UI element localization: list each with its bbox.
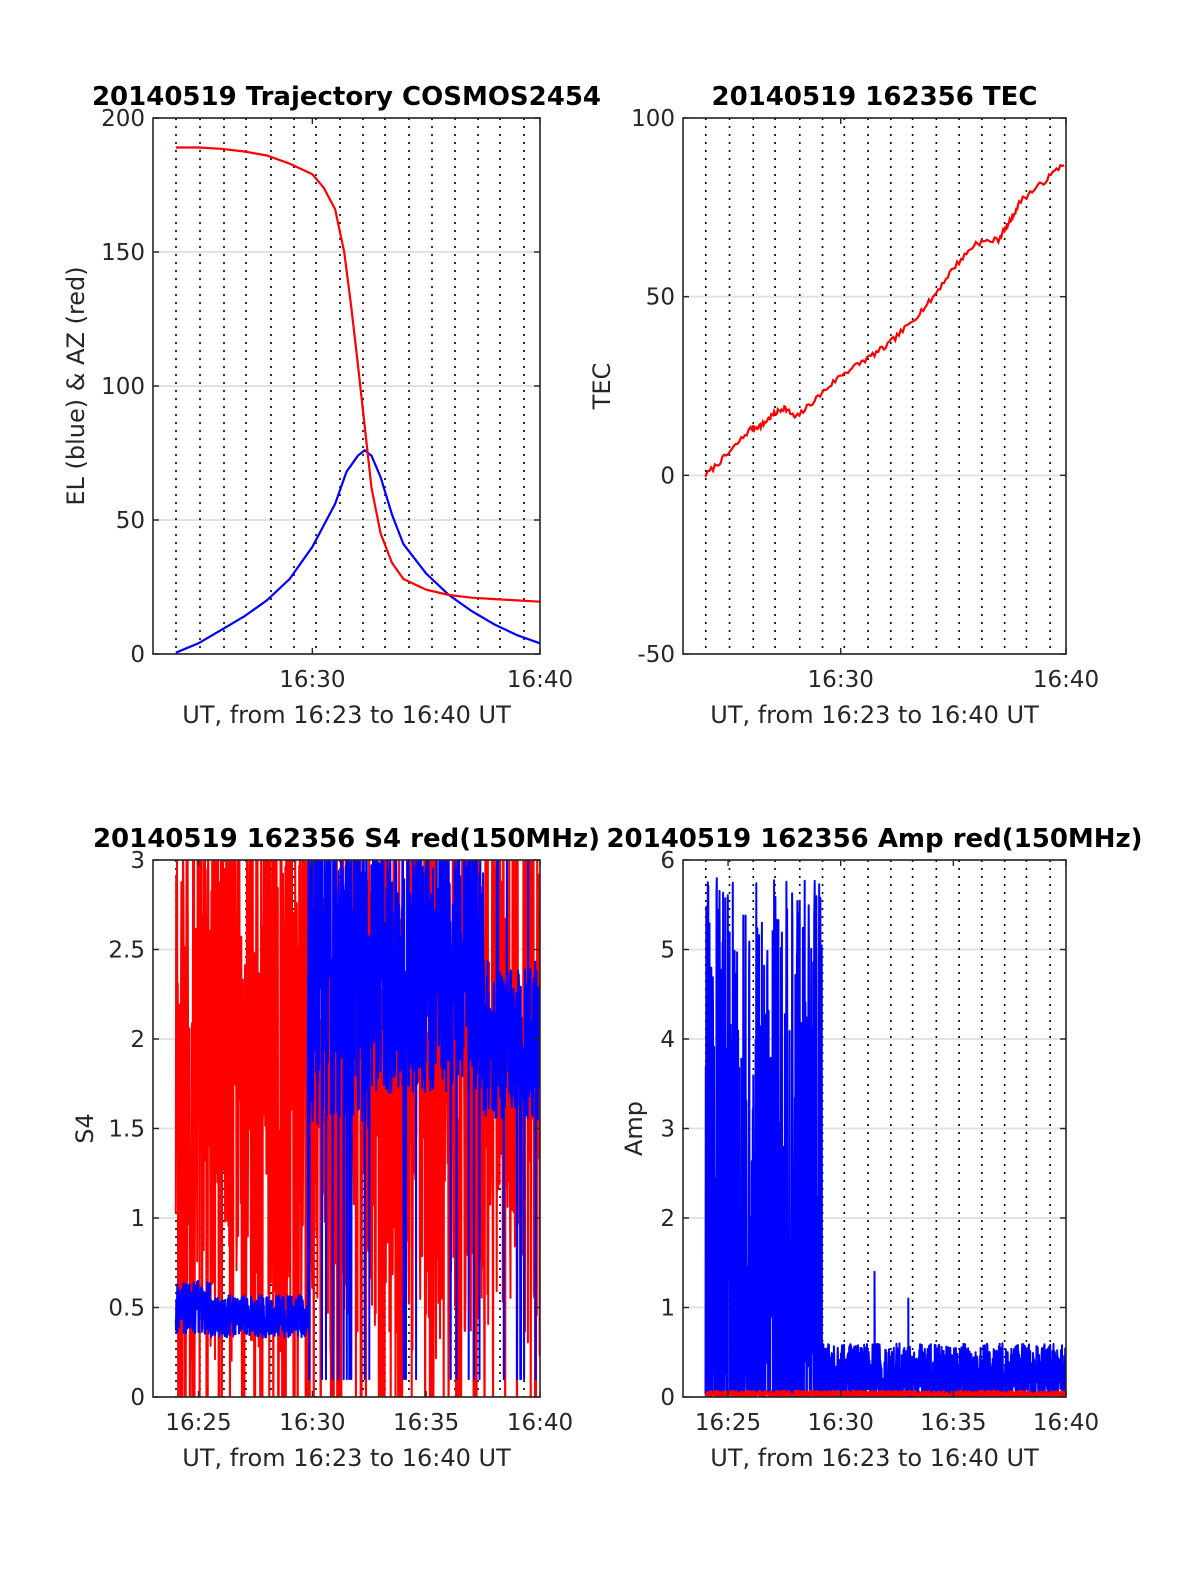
series-line-2 xyxy=(175,146,540,603)
y-tick-label: 0.5 xyxy=(108,1296,145,1322)
y-tick-label: -50 xyxy=(637,642,675,668)
x-axis-label: UT, from 16:23 to 16:40 UT xyxy=(182,701,511,729)
s4-axes: 0 0.5 1 1.5 2 2.5 3 16:25 16:30 16:35 16:40 2014051… xyxy=(71,824,600,1472)
y-tick-label: 0 xyxy=(660,463,675,489)
y-tick-label: 1.5 xyxy=(108,1117,145,1143)
x-tick-label: 16:40 xyxy=(1033,667,1099,693)
x-tick-label: 16:25 xyxy=(165,1410,231,1436)
y-tick-label: 2.5 xyxy=(108,938,145,964)
amp-axes: 0 1 2 3 4 5 6 16:25 16:30 16:35 16:40 20140519 1623… xyxy=(606,824,1142,1472)
y-axis-label: TEC xyxy=(588,363,616,411)
x-axis-label: UT, from 16:23 to 16:40 UT xyxy=(182,1444,511,1472)
y-tick-label: 50 xyxy=(116,508,145,534)
y-tick-label: 6 xyxy=(660,848,675,874)
x-tick-label: 16:35 xyxy=(393,1410,459,1436)
y-tick-label: 0 xyxy=(660,1385,675,1411)
x-axis-label: UT, from 16:23 to 16:40 UT xyxy=(710,701,1039,729)
chart-title: 20140519 162356 S4 red(150MHz) xyxy=(93,824,600,854)
series-line-2 xyxy=(174,860,540,1381)
series-line-2 xyxy=(704,1389,1066,1397)
x-axis-label: UT, from 16:23 to 16:40 UT xyxy=(710,1444,1039,1472)
chart-title: 20140519 Trajectory COSMOS2454 xyxy=(92,82,601,112)
y-tick-label: 1 xyxy=(130,1206,145,1232)
series-line-1 xyxy=(704,163,1065,478)
x-tick-label: 16:25 xyxy=(695,1410,761,1436)
y-tick-label: 200 xyxy=(101,106,145,132)
y-tick-label: 5 xyxy=(660,938,675,964)
y-tick-label: 4 xyxy=(660,1027,675,1053)
y-tick-label: 2 xyxy=(130,1027,145,1053)
chart-title: 20140519 162356 TEC xyxy=(712,82,1038,112)
axes-box xyxy=(682,117,1067,655)
y-tick-label: 50 xyxy=(646,285,675,311)
y-tick-label: 3 xyxy=(660,1117,675,1143)
tec-axes: -50 0 50 100 16:30 16:40 20140519 162356 TEC UT… xyxy=(588,82,1099,729)
y-tick-label: 100 xyxy=(101,374,145,400)
x-tick-label: 16:35 xyxy=(920,1410,986,1436)
y-tick-label: 2 xyxy=(660,1206,675,1232)
x-tick-label: 16:30 xyxy=(279,667,345,693)
x-tick-label: 16:40 xyxy=(507,667,573,693)
y-tick-label: 150 xyxy=(101,240,145,266)
y-axis-label: EL (blue) & AZ (red) xyxy=(62,266,90,505)
y-axis-label: Amp xyxy=(620,1101,648,1156)
y-axis-label: S4 xyxy=(71,1113,99,1144)
y-tick-label: 3 xyxy=(130,848,145,874)
chart-title: 20140519 162356 Amp red(150MHz) xyxy=(606,824,1142,854)
trajectory-axes: 0 50 100 150 200 16:30 16:40 20140519 Trajector… xyxy=(62,82,601,729)
x-tick-label: 16:40 xyxy=(1033,1410,1099,1436)
y-tick-label: 100 xyxy=(631,106,675,132)
x-tick-label: 16:30 xyxy=(808,667,874,693)
x-tick-label: 16:30 xyxy=(808,1410,874,1436)
y-tick-label: 1 xyxy=(660,1296,675,1322)
y-tick-label: 0 xyxy=(130,642,145,668)
x-tick-label: 16:30 xyxy=(279,1410,345,1436)
y-tick-label: 0 xyxy=(130,1385,145,1411)
x-tick-label: 16:40 xyxy=(507,1410,573,1436)
series-line-1 xyxy=(175,448,540,654)
